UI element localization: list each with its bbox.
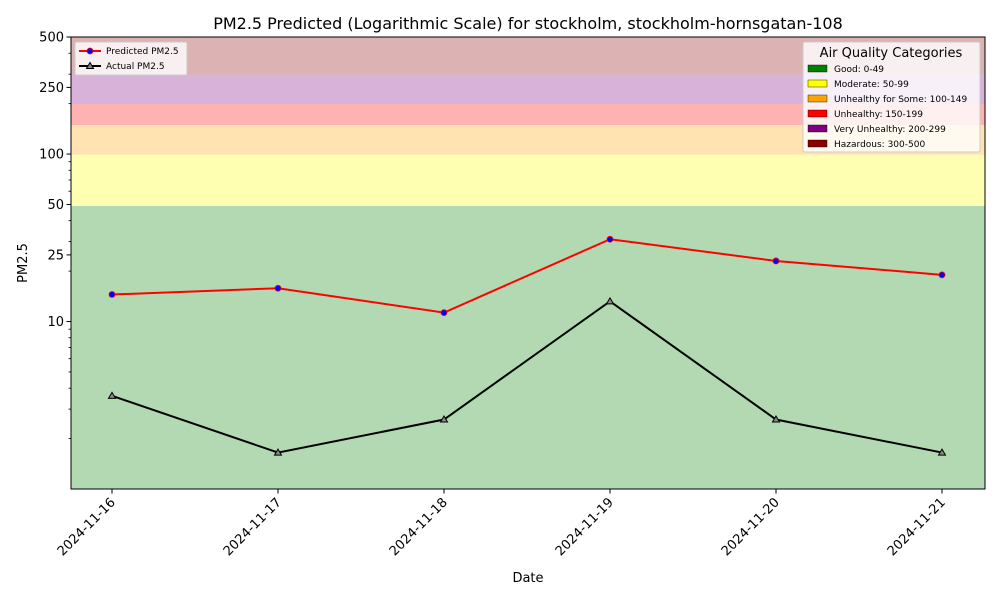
x-tick-label: 2024-11-16 [55, 495, 119, 559]
aqi-legend-label: Very Unhealthy: 200-299 [834, 125, 946, 135]
predicted-point [938, 271, 946, 279]
y-tick-label: 10 [47, 315, 64, 330]
y-axis-label: PM2.5 [16, 243, 31, 283]
aqi-legend-swatch [807, 109, 828, 118]
y-tick-label: 25 [47, 248, 64, 263]
actual-point [605, 296, 615, 305]
series-legend-box [74, 41, 188, 76]
predicted-point [274, 284, 282, 292]
aqi-legend-items: Good: 0-49 Moderate: 50-99 Unhealthy for S… [807, 64, 967, 150]
aqi-legend-title: Air Quality Categories [820, 46, 963, 61]
predicted-point [772, 257, 780, 265]
series-legend: Predicted PM2.5 Actual PM2.5 [74, 41, 188, 76]
predicted-legend-label: Predicted PM2.5 [106, 47, 179, 57]
predicted-point [440, 309, 448, 317]
aqi-legend-box [802, 41, 981, 153]
aqi-legend-label: Unhealthy: 150-199 [834, 110, 923, 120]
x-axis-ticks: 2024-11-16 2024-11-17 2024-11-18 2024-11-19… [55, 489, 949, 559]
actual-point [273, 448, 283, 456]
x-tick-label: 2024-11-21 [885, 495, 949, 559]
y-tick-label: 50 [47, 198, 64, 213]
series-line-0 [111, 238, 943, 314]
aqi-legend-label: Good: 0-49 [834, 65, 884, 75]
aqi-legend-swatch [807, 64, 828, 73]
aqi-legend-label: Moderate: 50-99 [834, 80, 909, 90]
y-tick-label: 100 [39, 148, 64, 163]
predicted-point [108, 291, 116, 298]
actual-legend-marker [85, 61, 95, 69]
plot-frame [70, 36, 986, 490]
aqi-legend-label: Hazardous: 300-500 [834, 140, 925, 150]
aqi-band-0 [71, 205, 985, 489]
series-line-1 [111, 300, 943, 454]
predicted-point [606, 235, 614, 243]
actual-point [937, 448, 947, 456]
x-axis-label: Date [512, 571, 543, 586]
aqi-legend-swatch [807, 139, 828, 148]
series-lines [107, 235, 947, 456]
aqi-legend-swatch [807, 124, 828, 133]
actual-legend-label: Actual PM2.5 [106, 62, 165, 72]
predicted-legend-marker [86, 47, 94, 55]
x-tick-label: 2024-11-19 [553, 495, 617, 559]
aqi-legend-label: Unhealthy for Some: 100-149 [834, 95, 967, 105]
x-tick-label: 2024-11-17 [221, 495, 285, 559]
x-tick-label: 2024-11-18 [387, 495, 451, 559]
chart-title: PM2.5 Predicted (Logarithmic Scale) for … [213, 14, 843, 33]
y-tick-label: 500 [39, 31, 64, 46]
x-tick-label: 2024-11-20 [719, 495, 783, 559]
actual-point [771, 415, 781, 423]
aqi-band-3 [71, 104, 985, 126]
aqi-legend: Air Quality Categories Good: 0-49 Moderat… [802, 41, 981, 153]
actual-point [439, 415, 449, 423]
actual-point [107, 391, 117, 399]
y-tick-label: 250 [39, 81, 64, 96]
aqi-band-1 [71, 154, 985, 206]
aqi-legend-swatch [807, 94, 828, 103]
y-axis-ticks: 10 25 50 100 250 500 [39, 31, 71, 330]
aqi-legend-swatch [807, 79, 828, 88]
